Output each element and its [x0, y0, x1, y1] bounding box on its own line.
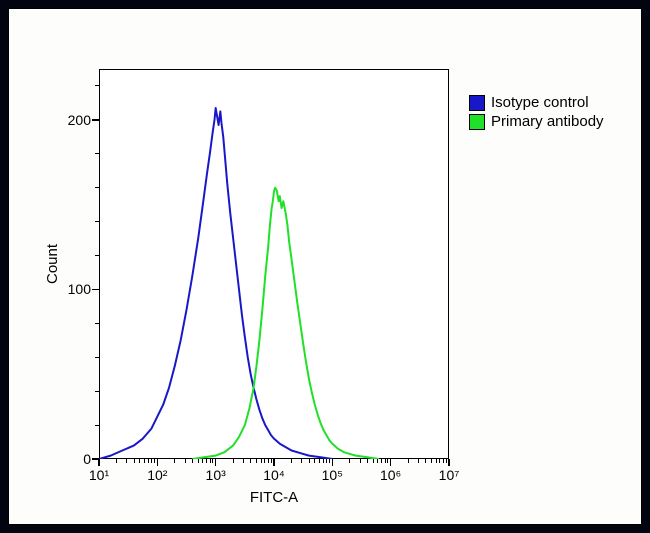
- xtick-minor: [192, 459, 193, 463]
- xtick-label: 10⁷: [439, 467, 460, 483]
- x-axis-label: FITC-A: [99, 489, 449, 506]
- xtick-minor: [408, 459, 409, 463]
- ytick-label: 0: [83, 451, 91, 467]
- xtick-minor: [206, 459, 207, 463]
- ytick-label: 100: [68, 281, 91, 297]
- xtick-minor: [367, 459, 368, 463]
- ytick-minor: [95, 255, 99, 256]
- legend: Isotype control Primary antibody: [469, 94, 604, 132]
- xtick-label: 10²: [147, 467, 167, 483]
- xtick-minor: [377, 459, 378, 463]
- plot-container: Count FITC-A 010020010¹10²10³10⁴10⁵10⁶10…: [99, 69, 449, 459]
- xtick-minor: [256, 459, 257, 463]
- xtick-minor: [301, 459, 302, 463]
- xtick: [98, 459, 100, 466]
- chart-frame: Count FITC-A 0 100 200 10¹ 10² 10³ 10⁴ 10⁵ 10⁶ 10…: [8, 8, 642, 525]
- ytick-minor: [95, 85, 99, 86]
- xtick-minor: [126, 459, 127, 463]
- xtick-minor: [134, 459, 135, 463]
- xtick-minor: [271, 459, 272, 463]
- legend-item: Primary antibody: [469, 113, 604, 130]
- xtick-minor: [418, 459, 419, 463]
- ytick-label: 200: [68, 112, 91, 128]
- ytick-minor: [95, 153, 99, 154]
- xtick-label: 10⁵: [322, 467, 343, 483]
- xtick: [215, 459, 217, 466]
- ytick-minor: [95, 391, 99, 392]
- xtick-minor: [431, 459, 432, 463]
- xtick-minor: [144, 459, 145, 463]
- xtick-minor: [243, 459, 244, 463]
- xtick-minor: [436, 459, 437, 463]
- xtick-minor: [385, 459, 386, 463]
- xtick: [448, 459, 450, 466]
- xtick-minor: [291, 459, 292, 463]
- xtick: [157, 459, 159, 466]
- xtick-minor: [329, 459, 330, 463]
- xtick-minor: [446, 459, 447, 463]
- xtick-minor: [250, 459, 251, 463]
- y-axis-label: Count: [44, 69, 64, 459]
- xtick-minor: [443, 459, 444, 463]
- xtick-minor: [151, 459, 152, 463]
- xtick-minor: [198, 459, 199, 463]
- xtick-minor: [264, 459, 265, 463]
- xtick: [332, 459, 334, 466]
- xtick-minor: [174, 459, 175, 463]
- ytick-minor: [95, 357, 99, 358]
- xtick-minor: [425, 459, 426, 463]
- xtick-minor: [212, 459, 213, 463]
- ytick-minor: [95, 323, 99, 324]
- xtick-minor: [349, 459, 350, 463]
- legend-swatch: [469, 95, 485, 111]
- xtick-minor: [148, 459, 149, 463]
- legend-label: Primary antibody: [491, 113, 604, 130]
- xtick: [390, 459, 392, 466]
- legend-swatch: [469, 114, 485, 130]
- xtick-minor: [387, 459, 388, 463]
- xtick-label: 10¹: [89, 467, 109, 483]
- series-line: [99, 108, 332, 459]
- xtick-label: 10³: [206, 467, 226, 483]
- legend-item: Isotype control: [469, 94, 604, 111]
- xtick-minor: [116, 459, 117, 463]
- xtick-label: 10⁶: [380, 467, 401, 483]
- ytick-minor: [95, 187, 99, 188]
- xtick-minor: [326, 459, 327, 463]
- ytick: [92, 289, 99, 291]
- xtick-minor: [185, 459, 186, 463]
- xtick-minor: [261, 459, 262, 463]
- xtick-minor: [319, 459, 320, 463]
- xtick-minor: [439, 459, 440, 463]
- series-line: [192, 188, 379, 459]
- xtick: [273, 459, 275, 466]
- xtick-label: 10⁴: [263, 467, 285, 483]
- xtick-minor: [360, 459, 361, 463]
- legend-label: Isotype control: [491, 94, 589, 111]
- xtick-minor: [139, 459, 140, 463]
- xtick-minor: [381, 459, 382, 463]
- xtick-minor: [323, 459, 324, 463]
- xtick-minor: [202, 459, 203, 463]
- ytick-minor: [95, 221, 99, 222]
- xtick-minor: [154, 459, 155, 463]
- curves-svg: [99, 69, 449, 459]
- xtick-minor: [373, 459, 374, 463]
- xtick-minor: [309, 459, 310, 463]
- ytick: [92, 119, 99, 121]
- xtick-minor: [210, 459, 211, 463]
- xtick-minor: [268, 459, 269, 463]
- ytick-minor: [95, 425, 99, 426]
- xtick-minor: [314, 459, 315, 463]
- xtick-minor: [233, 459, 234, 463]
